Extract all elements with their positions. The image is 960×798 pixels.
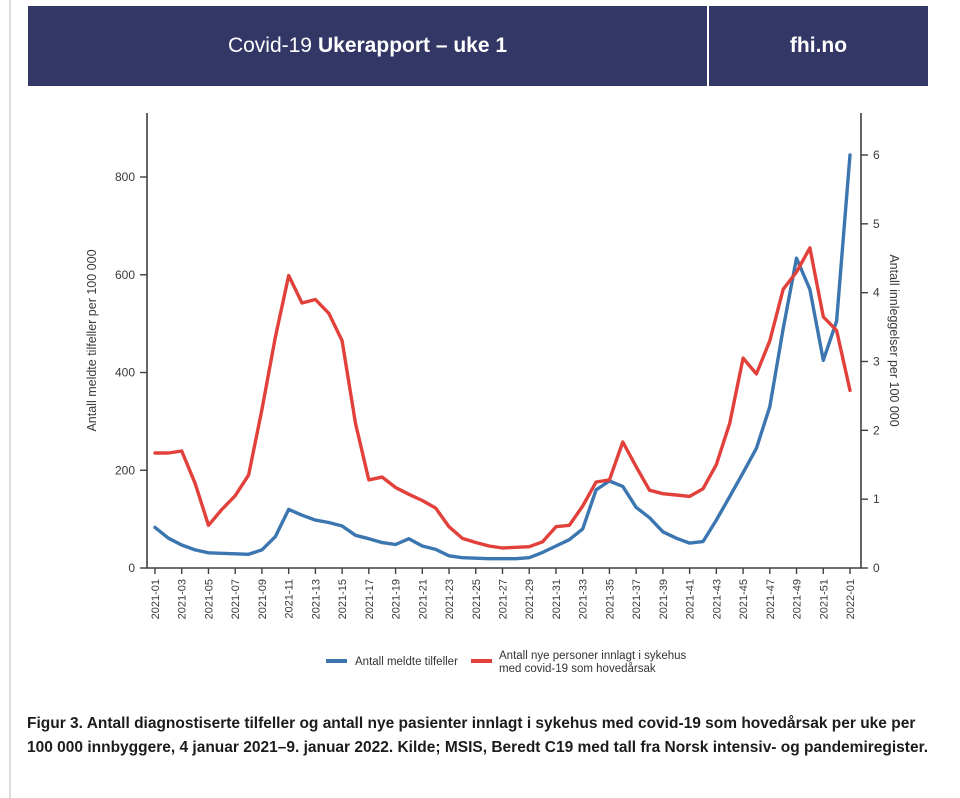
x-axis-tick-label: 2021-29: [524, 579, 536, 619]
x-axis-tick-label: 2021-41: [685, 579, 697, 619]
left-axis-tick-label: 0: [128, 561, 135, 575]
x-axis-tick-label: 2021-19: [391, 579, 403, 619]
x-axis-tick-label: 2021-49: [792, 579, 804, 619]
left-axis-tick-label: 400: [115, 366, 135, 380]
cases-line: [153, 153, 852, 561]
x-axis-tick-label: 2021-09: [257, 579, 269, 619]
right-axis-tick-label: 5: [873, 217, 880, 231]
page-edge-line: [9, 0, 11, 798]
left-axis-title: Antall meldte tilfeller per 100 000: [85, 249, 99, 431]
right-axis-tick-label: 6: [873, 148, 880, 162]
legend-label-admissions-line1: Antall nye personer innlagt i sykehus: [499, 650, 687, 662]
left-axis-tick-label: 600: [115, 268, 135, 282]
report-title-zone: Covid-19 Ukerapport – uke 1: [28, 6, 707, 86]
legend-label-cases: Antall meldte tilfeller: [355, 656, 458, 668]
figure-caption: Figur 3. Antall diagnostiserte tilfeller…: [27, 715, 929, 757]
x-axis-tick-label: 2021-45: [738, 579, 750, 619]
x-axis-tick-label: 2021-17: [364, 579, 376, 619]
x-axis-tick-label: 2021-43: [711, 579, 723, 619]
covid-weekly-chart: 0 200 400 600 800 0 1 2 3 4 5 6 2021-01 2021-03 2021-0…: [85, 113, 901, 675]
x-axis-tick-label: 2021-23: [444, 579, 456, 619]
report-header-bar: Covid-19 Ukerapport – uke 1 fhi.no: [28, 6, 928, 86]
x-axis-tick-label: 2021-37: [631, 579, 643, 619]
admissions-line: [153, 246, 852, 550]
right-axis-tick-label: 4: [873, 286, 880, 300]
x-axis-tick-label: 2021-31: [551, 579, 563, 619]
x-axis-tick-label: 2021-21: [417, 579, 429, 619]
x-axis-tick-label: 2021-15: [337, 579, 349, 619]
right-axis-title: Antall innleggelser per 100 000: [887, 254, 901, 426]
header-divider: [707, 6, 709, 86]
x-axis-tick-label: 2021-51: [818, 579, 830, 619]
x-axis-tick-label: 2021-27: [498, 579, 510, 619]
x-axis-tick-label: 2021-07: [230, 579, 242, 619]
x-axis-tick-label: 2021-35: [604, 579, 616, 619]
left-axis-tick-label: 800: [115, 170, 135, 184]
legend-label-admissions-line2: med covid-19 som hovedårsak: [499, 663, 656, 675]
report-title-prefix: Covid-19: [227, 34, 312, 57]
right-axis-tick-label: 0: [873, 561, 880, 575]
right-axis-tick-label: 1: [873, 492, 880, 506]
brand-text: fhi.no: [789, 34, 848, 57]
x-axis-tick-label: 2021-05: [203, 579, 215, 619]
x-axis-tick-label: 2021-01: [150, 579, 162, 619]
right-axis-tick-label: 3: [873, 354, 880, 368]
left-axis-tick-label: 200: [115, 463, 135, 477]
brand-zone: fhi.no: [709, 6, 928, 86]
x-axis-tick-label: 2021-25: [471, 579, 483, 619]
x-axis-tick-label: 2021-47: [765, 579, 777, 619]
report-title-bold: Ukerapport – uke 1: [317, 34, 508, 57]
x-axis-tick-label: 2022-01: [845, 579, 857, 619]
x-axis-tick-label: 2021-33: [578, 579, 590, 619]
right-axis-tick-label: 2: [873, 423, 880, 437]
x-axis-tick-label: 2021-13: [310, 579, 322, 619]
x-axis-tick-label: 2021-39: [658, 579, 670, 619]
x-axis-tick-label: 2021-11: [284, 579, 296, 619]
x-axis-tick-label: 2021-03: [177, 579, 189, 619]
